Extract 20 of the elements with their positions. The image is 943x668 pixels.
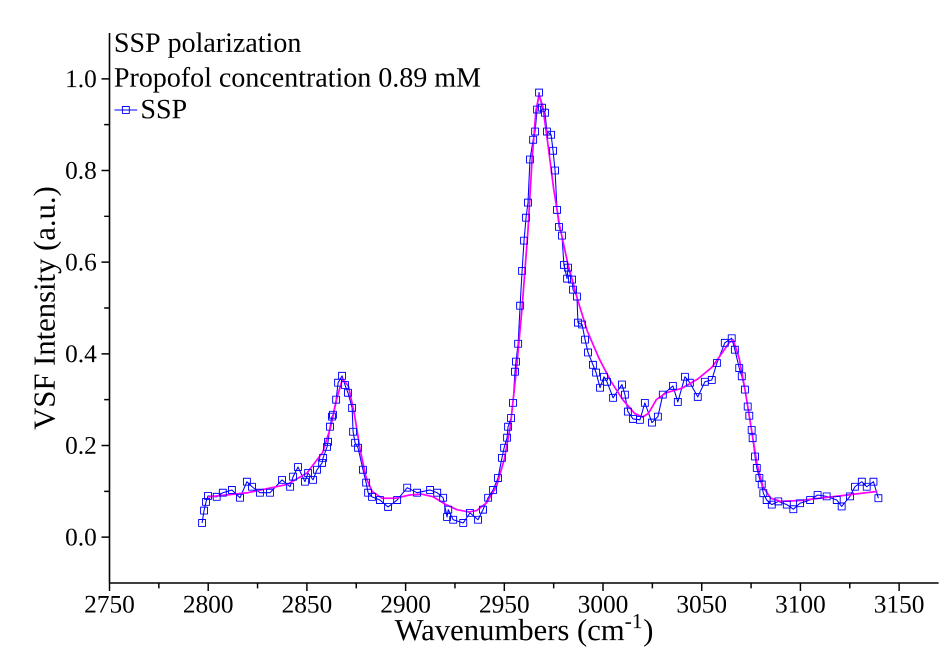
x-axis-title: Wavenumbers (cm$^{-1}$) bbox=[394, 614, 652, 647]
annotation: Propofol concentration 0.89 mM bbox=[114, 66, 480, 93]
x-tick-label: 3000 bbox=[578, 596, 628, 613]
x-tick-label: 2750 bbox=[85, 596, 134, 613]
legend-label: SSP bbox=[142, 100, 186, 119]
x-tick-label: 2900 bbox=[381, 596, 430, 613]
x-tick-label: 3050 bbox=[678, 596, 726, 613]
y-tick-label: 1.0 bbox=[67, 70, 96, 88]
x-tick-label: 3150 bbox=[875, 596, 924, 613]
x-tick-label: 2950 bbox=[480, 596, 529, 613]
y-tick-label: 0.8 bbox=[66, 162, 96, 180]
y-tick-label: 0.6 bbox=[66, 254, 96, 271]
x-tick-label: 3100 bbox=[776, 596, 825, 613]
x-tick-label: 2850 bbox=[282, 596, 332, 613]
annotation: SSP polarization bbox=[116, 32, 301, 58]
y-tick-label: 0.0 bbox=[66, 528, 96, 546]
y-axis-title: VSF Intensity (a.u.) bbox=[33, 188, 62, 430]
x-tick-label: 2800 bbox=[184, 596, 233, 613]
y-tick-label: 0.2 bbox=[66, 436, 96, 454]
y-tick-label: 0.4 bbox=[66, 345, 96, 362]
